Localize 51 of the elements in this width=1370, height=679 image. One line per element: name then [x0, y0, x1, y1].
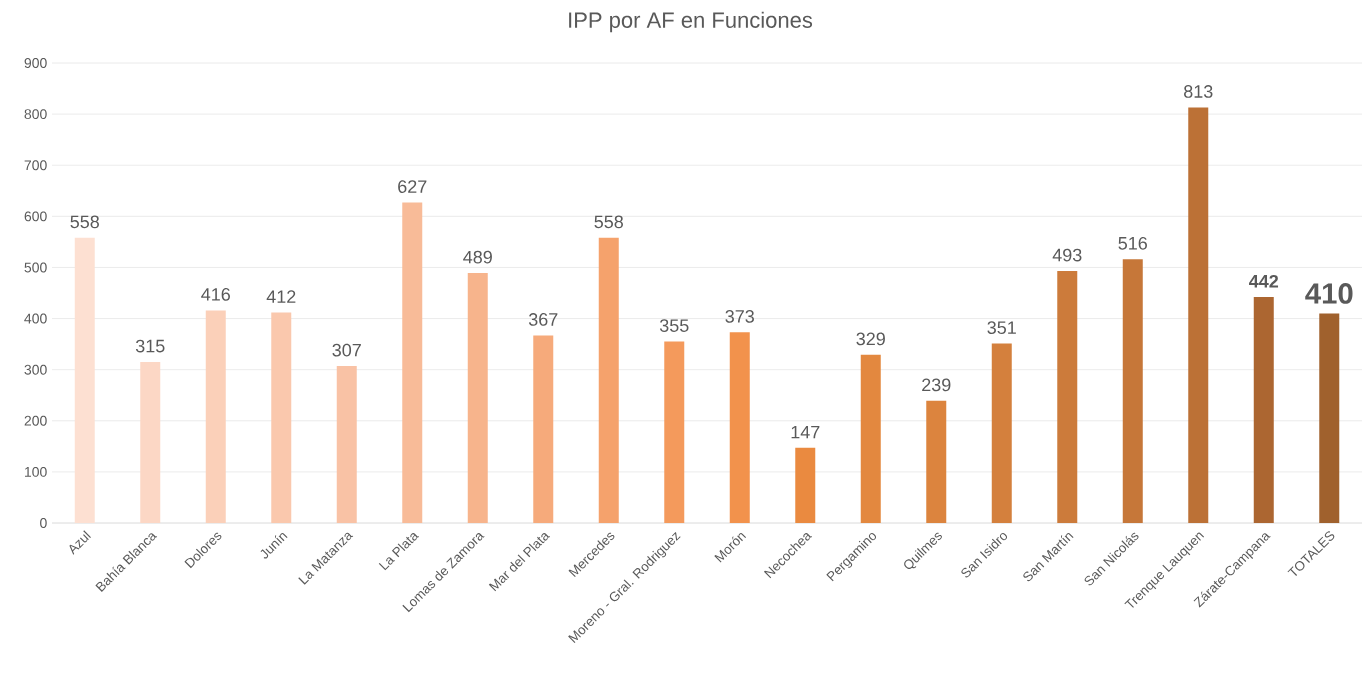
bar	[926, 400, 947, 523]
bar	[729, 332, 750, 523]
bar	[1319, 313, 1340, 523]
data-label: 307	[332, 343, 361, 357]
bar	[74, 237, 95, 523]
bar	[795, 447, 816, 523]
bar	[1253, 297, 1274, 523]
bar	[336, 366, 357, 523]
data-label: 329	[856, 332, 885, 346]
bar	[991, 343, 1012, 523]
bar	[1122, 259, 1143, 523]
data-label: 627	[398, 180, 427, 193]
data-label: 315	[135, 339, 165, 353]
data-label: 442	[1249, 274, 1279, 288]
bar	[860, 354, 881, 523]
data-label: 410	[1305, 283, 1353, 304]
bar	[1188, 107, 1209, 523]
data-label: 558	[70, 215, 99, 229]
bar	[140, 362, 161, 523]
data-label: 416	[201, 288, 230, 301]
data-label: 558	[594, 215, 623, 229]
y-tick-label: 200	[24, 415, 47, 426]
bar	[664, 341, 685, 523]
y-tick-label: 100	[25, 466, 47, 477]
bar	[402, 202, 423, 523]
y-tick-label: 900	[24, 58, 47, 68]
data-label: 239	[922, 378, 951, 392]
bar	[1057, 271, 1078, 523]
data-label: 493	[1052, 248, 1082, 262]
y-tick-label: 500	[24, 262, 47, 273]
y-tick-label: 800	[24, 109, 47, 120]
y-tick-label: 700	[24, 160, 47, 171]
y-tick-label: 0	[40, 518, 47, 528]
bar	[533, 335, 554, 523]
data-label: 373	[725, 310, 754, 323]
bar	[598, 237, 619, 523]
data-label: 367	[528, 313, 558, 326]
chart-title: IPP por AF en Funciones	[569, 11, 813, 33]
data-label: 813	[1184, 85, 1213, 98]
data-label: 516	[1118, 236, 1147, 250]
data-label: 489	[463, 250, 492, 264]
data-label: 412	[266, 290, 296, 303]
data-label: 355	[659, 319, 689, 332]
y-tick-label: 300	[24, 364, 47, 375]
bar	[205, 310, 226, 523]
data-label: 147	[791, 425, 820, 439]
y-tick-label: 600	[24, 211, 47, 222]
bar	[467, 273, 488, 523]
data-label: 351	[987, 321, 1016, 334]
y-tick-label: 400	[24, 313, 47, 324]
bar	[271, 312, 292, 523]
